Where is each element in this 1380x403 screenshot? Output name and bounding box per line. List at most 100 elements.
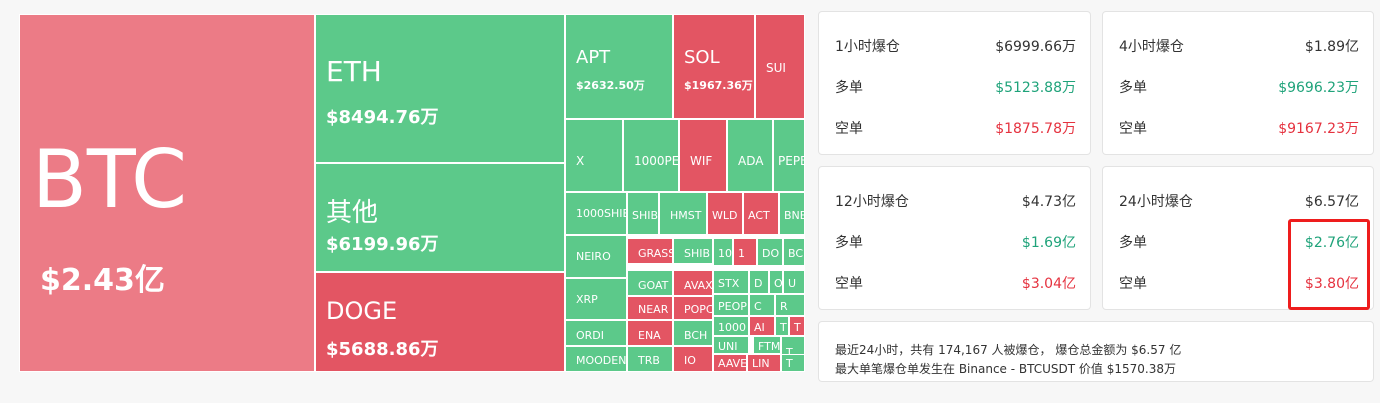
summary-line-2: 最大单笔爆仓单发生在 Binance - BTCUSDT 价值 $1570.38… <box>835 362 1176 376</box>
tile-bch[interactable]: BCH <box>673 320 713 346</box>
tile-btc[interactable]: BTC $2.43亿 <box>19 14 315 372</box>
tile-wif[interactable]: WIF <box>679 119 727 192</box>
tile-symbol: 1000PEPE <box>634 154 679 168</box>
tile-goat[interactable]: GOAT <box>627 270 673 296</box>
tile-io[interactable]: IO <box>673 346 713 372</box>
card-1h-total-row: 1小时爆仓 $6999.66万 <box>835 34 1076 58</box>
tile-shib[interactable]: SHIB <box>673 238 713 264</box>
tile-value: $1967.36万 <box>684 79 753 92</box>
tile-sol[interactable]: SOL $1967.36万 <box>673 14 755 119</box>
tile-symbol: 10 <box>718 247 732 260</box>
tile-1000pepe[interactable]: 1000PEPE <box>623 119 679 192</box>
summary-line-1: 最近24小时，共有 174,167 人被爆仓， 爆仓总金额为 $6.57 亿 <box>835 343 1182 357</box>
tile-o[interactable]: O <box>769 270 783 294</box>
tile-symbol: ADA <box>738 154 764 168</box>
tile-symbol: ACT <box>748 209 770 222</box>
tile-symbol: BTC <box>32 133 187 226</box>
tile-symbol: UNI <box>718 340 738 353</box>
tile-symbol: T <box>780 321 787 334</box>
tile-bnb[interactable]: BNB <box>779 192 805 235</box>
tile-r[interactable]: R <box>775 294 805 316</box>
tile-x[interactable]: X <box>565 119 623 192</box>
tile-xrp[interactable]: XRP <box>565 278 627 320</box>
summary-card: 最近24小时，共有 174,167 人被爆仓， 爆仓总金额为 $6.57 亿 最… <box>818 321 1374 382</box>
tile-symbol: FTM <box>758 340 781 353</box>
tile-grass[interactable]: GRASS <box>627 238 673 264</box>
tile-symbol: 1 <box>738 247 745 260</box>
tile-ftm[interactable]: FTM <box>753 336 781 354</box>
tile-u[interactable]: U <box>783 270 805 294</box>
tile-symbol: O <box>774 277 783 290</box>
tile-symbol: ENA <box>638 329 661 342</box>
tile-eth[interactable]: ETH $8494.76万 <box>315 14 565 163</box>
tile-apt[interactable]: APT $2632.50万 <box>565 14 673 119</box>
tile-1000shib[interactable]: 1000SHIB <box>565 192 627 235</box>
tile-wld[interactable]: WLD <box>707 192 743 235</box>
long-label: 多单 <box>835 80 863 96</box>
tile-moodeng[interactable]: MOODENG <box>565 346 627 372</box>
tile-symbol: SUI <box>766 61 786 75</box>
card-4h-long-row: 多单 $9696.23万 <box>1119 75 1359 99</box>
tile-symbol: NEIRO <box>576 250 611 263</box>
tile-symbol: SHIB <box>684 247 711 260</box>
card-24h-long-row: 多单 $2.76亿 <box>1119 230 1359 254</box>
tile-1000[interactable]: 1000 <box>713 316 749 336</box>
tile-pepe[interactable]: PEPE <box>773 119 805 192</box>
card-1h-total: $6999.66万 <box>995 39 1076 55</box>
tile-aave[interactable]: AAVE <box>713 354 747 372</box>
long-label: 多单 <box>835 235 863 251</box>
tile-t[interactable]: T <box>781 354 805 372</box>
tile-neiro[interactable]: NEIRO <box>565 235 627 278</box>
tile-do[interactable]: DO <box>757 238 783 266</box>
card-24h-short-value: $3.80亿 <box>1304 276 1359 292</box>
tile-popc[interactable]: POPC <box>673 296 713 320</box>
tile-symbol: MOODENG <box>576 354 627 367</box>
tile-1[interactable]: 1 <box>733 238 757 266</box>
card-24h-title: 24小时爆仓 <box>1119 194 1193 210</box>
tile-lin[interactable]: LIN <box>747 354 781 372</box>
tile-avax[interactable]: AVAX <box>673 270 713 296</box>
tile-ai[interactable]: AI <box>749 316 775 336</box>
tile-near[interactable]: NEAR <box>627 296 673 320</box>
tile-uni[interactable]: UNI <box>713 336 749 354</box>
tile-sui[interactable]: SUI <box>755 14 805 119</box>
tile-symbol: PEOP <box>718 300 747 313</box>
tile-symbol: C <box>754 300 762 313</box>
tile-t[interactable]: T <box>789 316 805 336</box>
tile-value: $8494.76万 <box>326 107 439 128</box>
tile-symbol: T <box>786 357 793 370</box>
tile-symbol: 1000 <box>718 321 746 334</box>
tile-ada[interactable]: ADA <box>727 119 773 192</box>
tile-shib[interactable]: SHIB <box>627 192 659 235</box>
tile-act[interactable]: ACT <box>743 192 779 235</box>
tile-symbol: BC <box>788 247 804 260</box>
card-1h-long-value: $5123.88万 <box>995 80 1076 96</box>
tile-symbol: NEAR <box>638 303 669 316</box>
tile-peop[interactable]: PEOP <box>713 294 749 316</box>
tile-symbol: POPC <box>684 303 713 316</box>
tile-symbol: ORDI <box>576 329 605 342</box>
card-24h-total: $6.57亿 <box>1304 194 1359 210</box>
tile-bc[interactable]: BC <box>783 238 805 266</box>
long-label: 多单 <box>1119 235 1147 251</box>
short-label: 空单 <box>1119 276 1147 292</box>
card-12h-short-row: 空单 $3.04亿 <box>835 271 1076 295</box>
tile-symbol: T <box>786 346 793 359</box>
tile-10[interactable]: 10 <box>713 238 733 266</box>
tile-stx[interactable]: STX <box>713 270 749 294</box>
tile-value: $2.43亿 <box>40 263 165 298</box>
tile-symbol: AAVE <box>718 357 747 370</box>
tile-symbol: WIF <box>690 154 713 168</box>
tile-hmst[interactable]: HMST <box>659 192 707 235</box>
tile-c[interactable]: C <box>749 294 775 316</box>
tile-d[interactable]: D <box>749 270 769 294</box>
tile-other[interactable]: 其他 $6199.96万 <box>315 163 565 272</box>
tile-symbol: 1000SHIB <box>576 207 627 220</box>
tile-ena[interactable]: ENA <box>627 320 673 346</box>
tile-trb[interactable]: TRB <box>627 346 673 372</box>
tile-ordi[interactable]: ORDI <box>565 320 627 346</box>
tile-symbol: T <box>794 321 801 334</box>
tile-t[interactable]: T <box>775 316 789 336</box>
tile-doge[interactable]: DOGE $5688.86万 <box>315 272 565 372</box>
tile-symbol: PEPE <box>778 154 805 168</box>
